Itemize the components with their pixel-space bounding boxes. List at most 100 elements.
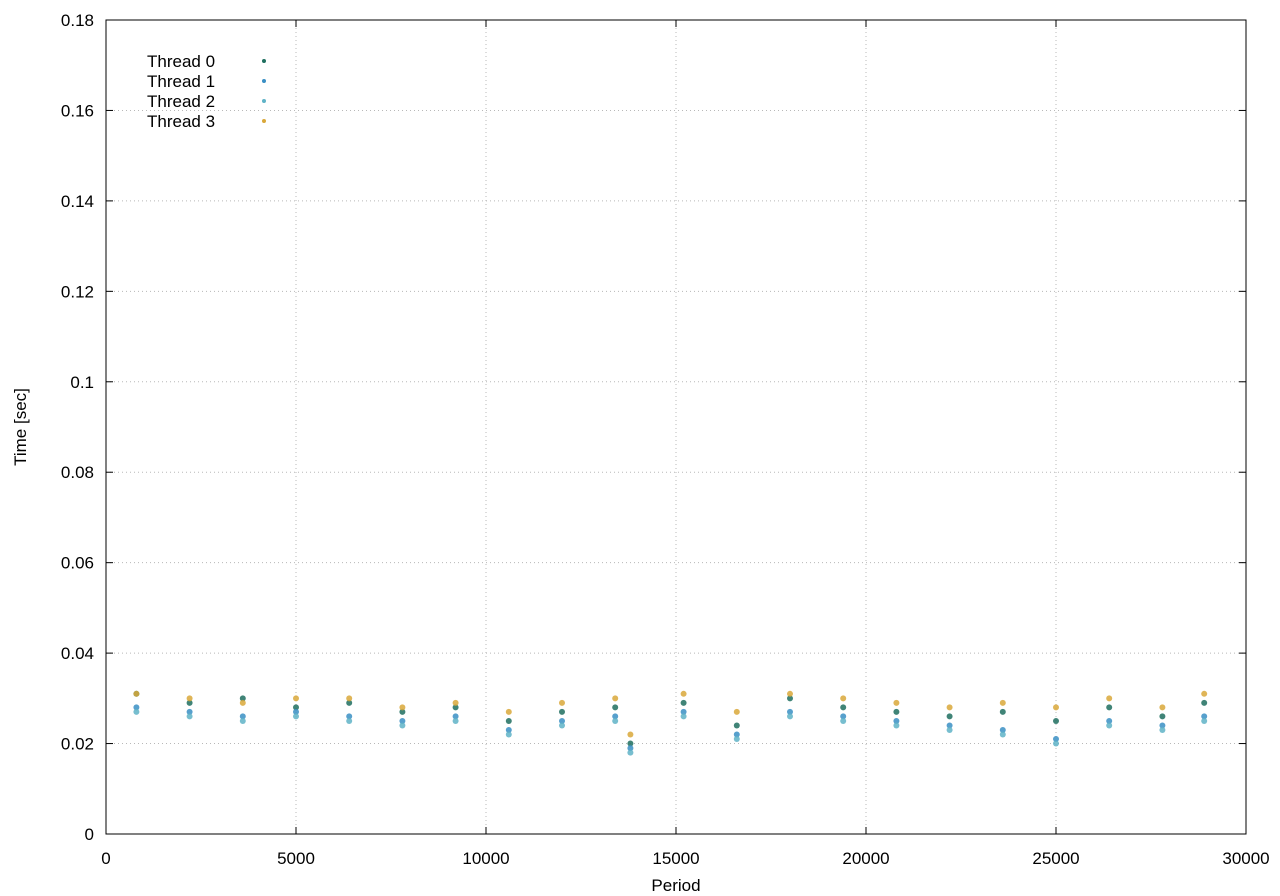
data-point (559, 699, 565, 706)
data-point (1053, 717, 1059, 724)
data-point (239, 717, 246, 724)
data-point (627, 745, 634, 752)
data-point (1053, 740, 1059, 747)
data-point (399, 722, 406, 729)
data-point (186, 699, 193, 706)
y-tick-label: 0.14 (61, 192, 94, 211)
data-point (733, 708, 740, 715)
y-tick-label: 0 (85, 825, 94, 844)
data-point (999, 731, 1006, 738)
y-tick-label: 0.02 (61, 735, 94, 754)
legend-label: Thread 2 (147, 92, 215, 111)
data-point (1053, 736, 1059, 743)
data-point (680, 713, 687, 720)
data-point (787, 695, 793, 702)
data-point (559, 708, 565, 715)
x-tick-label: 15000 (652, 849, 699, 868)
data-point (787, 690, 793, 697)
y-tick-label: 0.08 (61, 463, 94, 482)
legend-marker (262, 79, 266, 83)
data-point (893, 699, 900, 706)
data-point (1106, 717, 1113, 724)
data-point (680, 690, 687, 697)
data-point (452, 717, 459, 724)
series-1-points (133, 704, 1208, 752)
data-point (133, 708, 140, 715)
data-point (612, 717, 619, 724)
data-point (1159, 726, 1166, 733)
data-point (559, 717, 565, 724)
data-point (1201, 699, 1208, 706)
data-point (239, 713, 246, 720)
data-point (293, 708, 299, 715)
data-points (133, 690, 1208, 756)
legend-label: Thread 1 (147, 72, 215, 91)
series-3-points (133, 690, 1208, 738)
legend-label: Thread 0 (147, 52, 215, 71)
data-point (346, 695, 353, 702)
x-tick-label: 0 (101, 849, 110, 868)
axis-tick-labels: 0 5000 10000 15000 20000 25000 30000 0 0.02 0.04 0… (61, 11, 1270, 868)
data-point (399, 717, 406, 724)
y-tick-label: 0.18 (61, 11, 94, 30)
y-tick-label: 0.12 (61, 282, 94, 301)
x-tick-label: 20000 (842, 849, 889, 868)
data-point (840, 713, 847, 720)
data-point (946, 722, 953, 729)
data-point (346, 699, 353, 706)
data-point (505, 731, 512, 738)
data-point (399, 708, 406, 715)
data-point (505, 717, 512, 724)
data-point (612, 713, 619, 720)
legend-label: Thread 3 (147, 112, 215, 131)
data-point (999, 708, 1006, 715)
data-point (680, 708, 687, 715)
data-point (840, 704, 847, 711)
y-tick-label: 0.06 (61, 554, 94, 573)
data-point (1201, 713, 1208, 720)
data-point (1159, 713, 1166, 720)
data-point (946, 704, 953, 711)
data-point (999, 699, 1006, 706)
data-point (787, 713, 793, 720)
data-point (893, 722, 900, 729)
series-0-points (133, 690, 1208, 747)
y-tick-label: 0.04 (61, 644, 94, 663)
data-point (999, 726, 1006, 733)
data-point (733, 722, 740, 729)
data-point (399, 704, 406, 711)
data-point (787, 708, 793, 715)
legend-marker (262, 119, 266, 123)
x-tick-label: 30000 (1222, 849, 1269, 868)
data-point (612, 704, 619, 711)
x-axis-title: Period (651, 876, 700, 895)
data-point (452, 699, 459, 706)
data-point (293, 704, 299, 711)
data-point (239, 695, 246, 702)
data-point (1201, 717, 1208, 724)
data-point (346, 713, 353, 720)
x-tick-label: 10000 (462, 849, 509, 868)
x-tick-label: 5000 (277, 849, 315, 868)
data-point (559, 722, 565, 729)
y-tick-label: 0.16 (61, 101, 94, 120)
legend-marker (262, 59, 266, 63)
data-point (505, 726, 512, 733)
data-point (627, 731, 634, 738)
data-point (346, 717, 353, 724)
data-point (627, 740, 634, 747)
data-point (1053, 704, 1059, 711)
data-point (733, 731, 740, 738)
data-point (680, 699, 687, 706)
data-point (133, 690, 140, 697)
data-point (840, 717, 847, 724)
series-2-points (133, 708, 1208, 756)
data-point (946, 726, 953, 733)
data-point (186, 708, 193, 715)
data-point (893, 717, 900, 724)
data-point (239, 699, 246, 706)
data-point (293, 713, 299, 720)
data-point (1106, 695, 1113, 702)
